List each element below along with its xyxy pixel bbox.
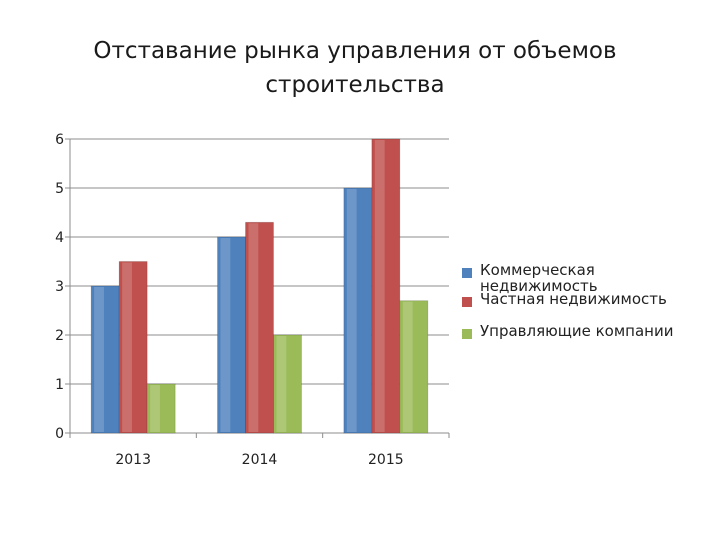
y-tick-label-4: 4 — [55, 230, 64, 246]
bar-highlight-1-2015 — [374, 140, 385, 432]
bar-management-2013 — [146, 383, 176, 434]
x-tick-label-2014: 2014 — [242, 452, 278, 468]
bar-highlight-1-2013 — [122, 262, 132, 432]
x-tick-label-2013: 2013 — [115, 452, 151, 468]
chart-title-line-2: строительства — [265, 72, 445, 98]
chart-title: Отставание рынка управления от объемов с… — [60, 34, 650, 102]
bar-private-2015 — [371, 138, 401, 434]
bar-highlight-2-2013 — [150, 385, 160, 432]
bar-highlight-0-2014 — [220, 238, 231, 432]
bar-highlight-0-2013 — [94, 287, 104, 432]
y-tick-label-0: 0 — [55, 426, 64, 442]
chart-title-line-1: Отставание рынка управления от объемов — [93, 38, 617, 64]
legend-label-private: Частная недвижимость — [480, 290, 667, 308]
bar-management-2015 — [399, 300, 429, 434]
bar-highlight-2-2014 — [276, 336, 287, 432]
bar-commercial-2013 — [90, 285, 120, 434]
bar-private-2013 — [118, 261, 148, 434]
bar-management-2014 — [273, 334, 302, 434]
y-tick-label-2: 2 — [55, 328, 64, 344]
legend-swatch-private — [462, 297, 472, 307]
legend-swatch-commercial — [462, 268, 472, 278]
legend-swatch-management — [462, 329, 472, 339]
legend-label-commercial: Коммерческая недвижимость — [480, 261, 598, 295]
bar-highlight-2-2015 — [402, 301, 413, 432]
bar-highlight-1-2014 — [248, 223, 259, 432]
y-tick-label-6: 6 — [55, 132, 64, 148]
bar-private-2014 — [245, 221, 274, 434]
y-tick-label-3: 3 — [55, 279, 64, 295]
y-tick-label-1: 1 — [55, 377, 64, 393]
bar-commercial-2014 — [217, 236, 246, 434]
legend-label-management: Управляющие компании — [480, 322, 674, 340]
bar-highlight-0-2015 — [346, 189, 357, 432]
x-tick-label-2015: 2015 — [368, 452, 404, 468]
y-tick-label-5: 5 — [55, 181, 64, 197]
